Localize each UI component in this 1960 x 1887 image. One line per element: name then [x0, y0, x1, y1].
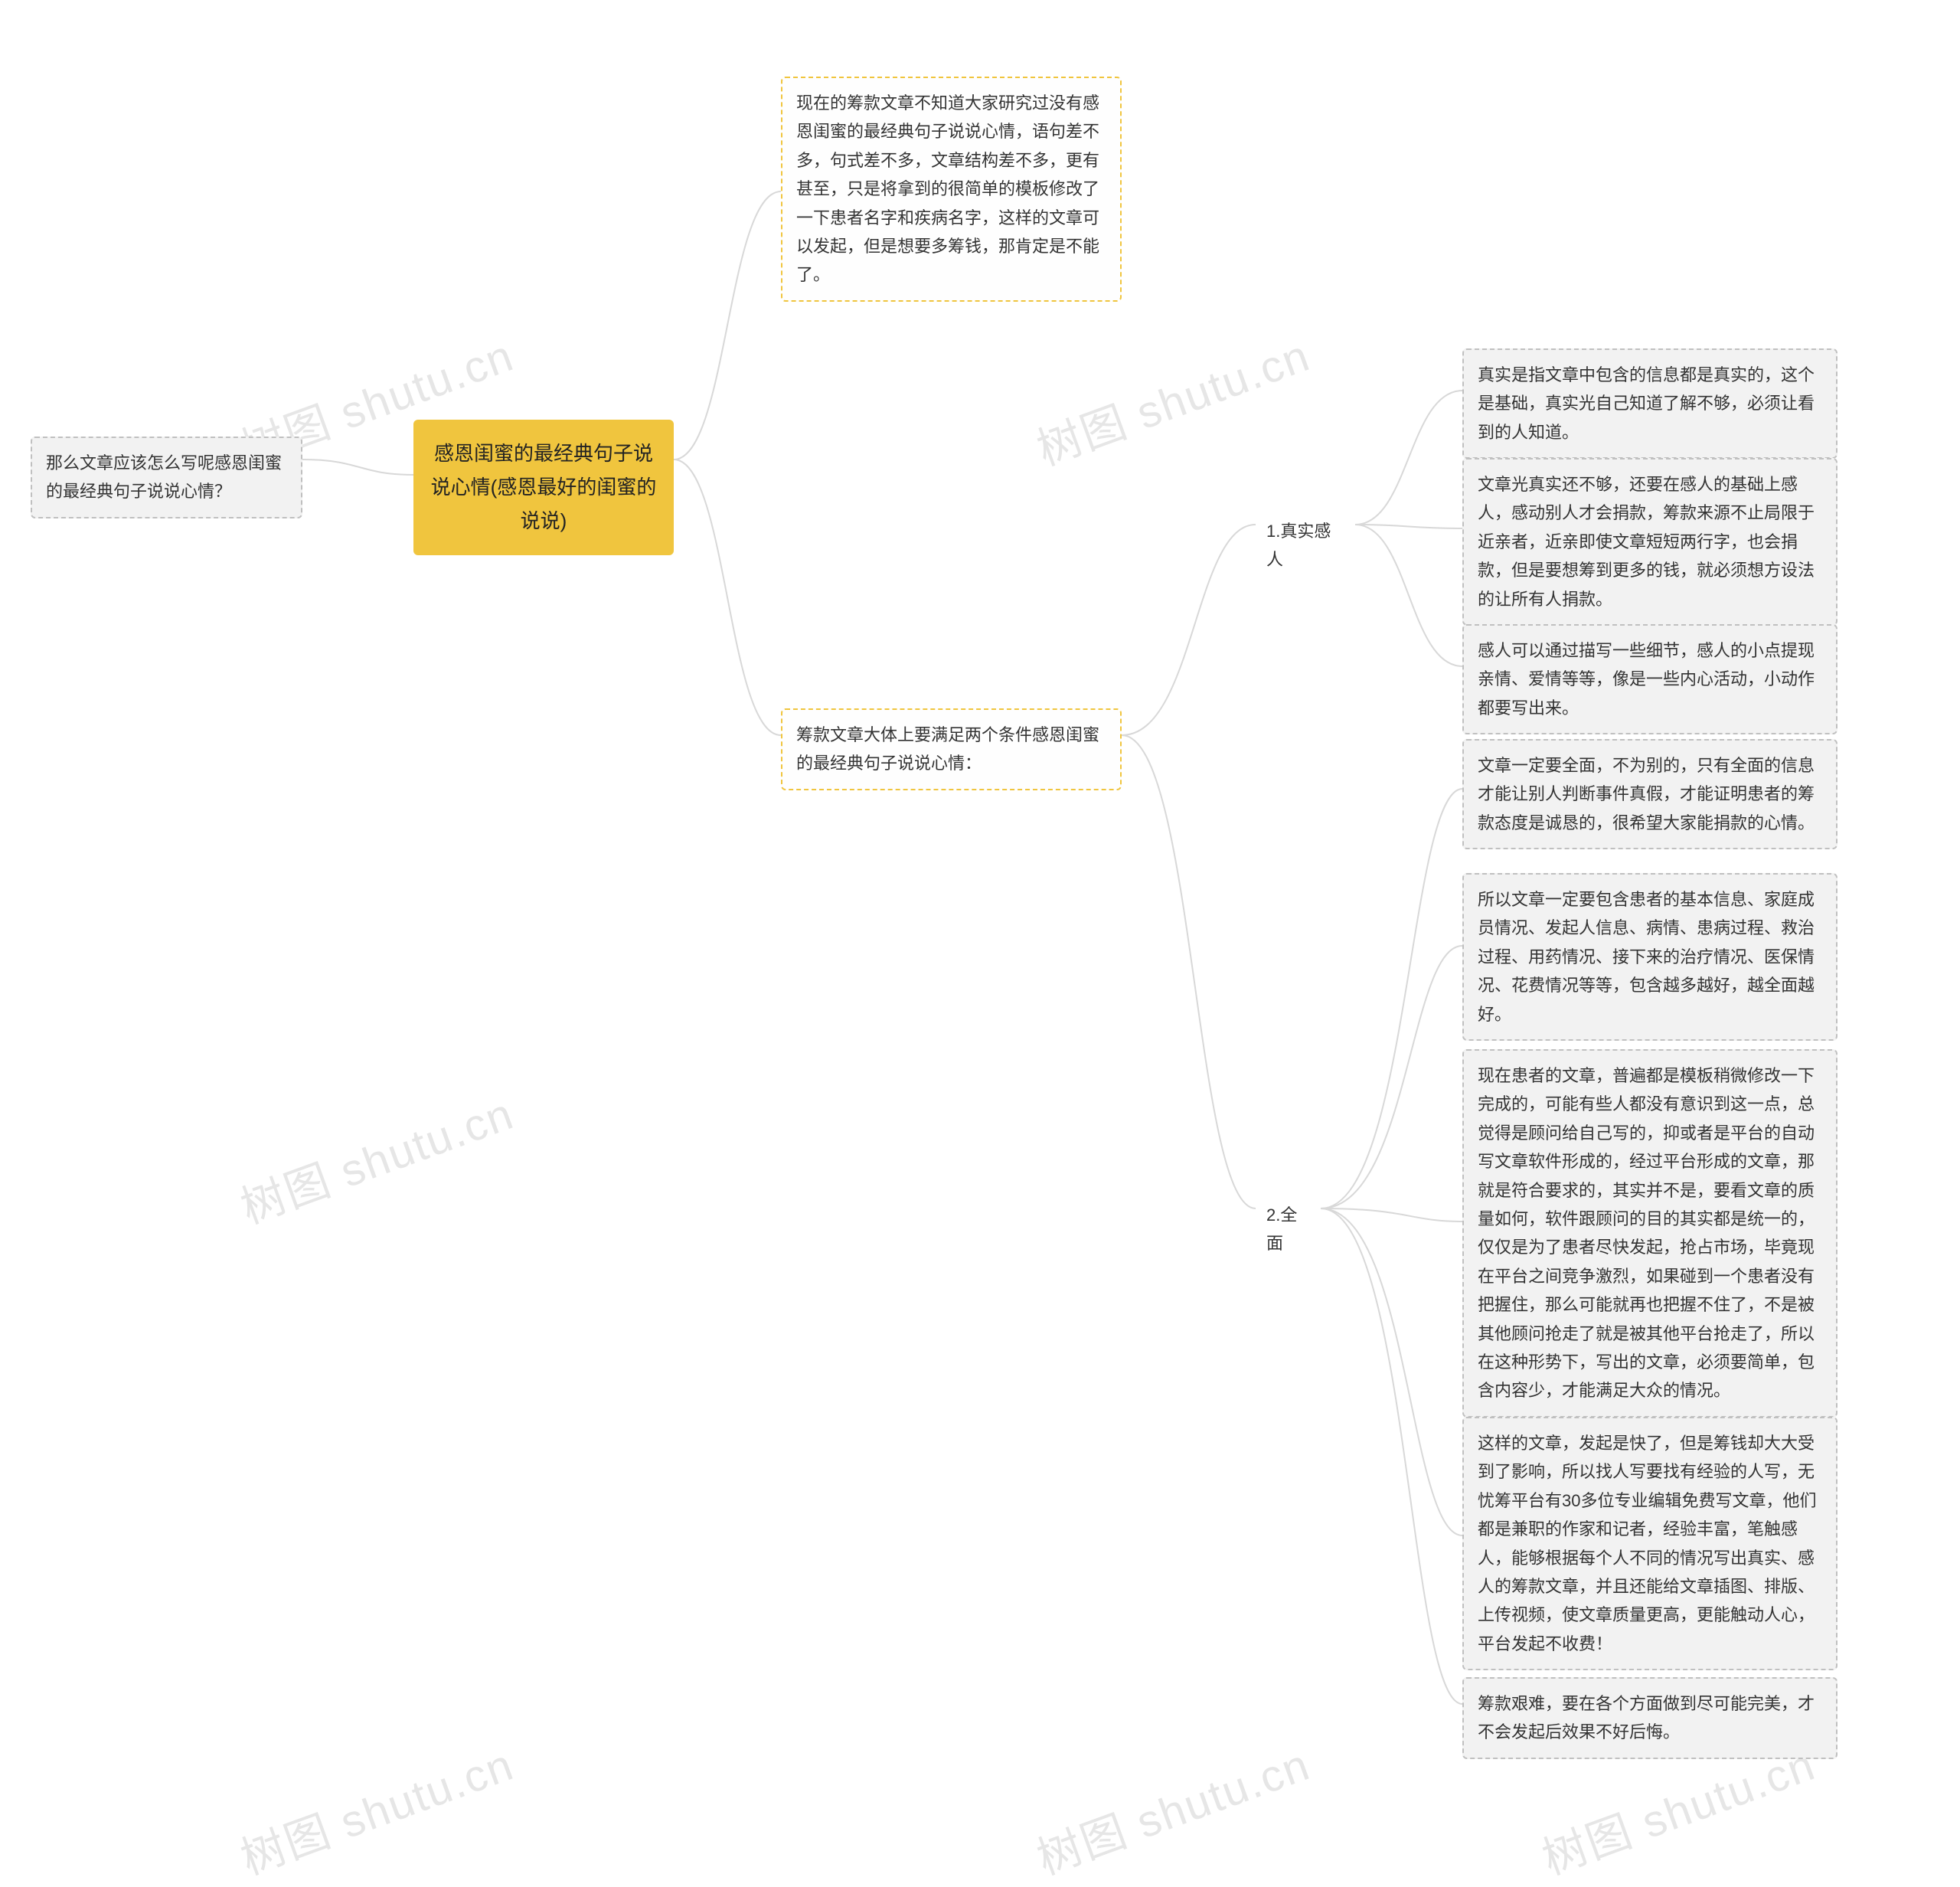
connector-path [1355, 391, 1462, 525]
connector-path [1321, 1208, 1462, 1535]
condition-1-detail-b: 文章光真实还不够，还要在感人的基础上感人，感动别人才会捐款，筹款来源不止局限于近… [1462, 458, 1838, 626]
condition-2-detail-d: 这样的文章，发起是快了，但是筹钱却大大受到了影响，所以找人写要找有经验的人写，无… [1462, 1417, 1838, 1670]
left-question-node: 那么文章应该怎么写呢感恩闺蜜的最经典句子说说心情？ [31, 437, 302, 518]
root-node: 感恩闺蜜的最经典句子说说心情(感恩最好的闺蜜的说说) [413, 420, 674, 555]
watermark: 树图 shutu.cn [1027, 319, 1318, 478]
connector-path [1321, 1208, 1462, 1704]
connector-path [1321, 946, 1462, 1208]
watermark: 树图 shutu.cn [230, 1078, 521, 1236]
condition-1-detail-c: 感人可以通过描写一些细节，感人的小点提现亲情、爱情等等，像是一些内心活动，小动作… [1462, 624, 1838, 734]
condition-2-detail-b: 所以文章一定要包含患者的基本信息、家庭成员情况、发起人信息、病情、患病过程、救治… [1462, 873, 1838, 1041]
watermark: 树图 shutu.cn [230, 1728, 521, 1887]
condition-2-detail-a: 文章一定要全面，不为别的，只有全面的信息才能让别人判断事件真假，才能证明患者的筹… [1462, 739, 1838, 849]
connector-path [1321, 789, 1462, 1208]
connector-path [674, 459, 781, 735]
connector-path [1122, 735, 1256, 1208]
condition-1-label: 1.真实感人 [1256, 509, 1355, 582]
watermark: 树图 shutu.cn [1027, 1728, 1318, 1887]
connector-path [1321, 1208, 1462, 1221]
connector-path [1122, 525, 1256, 735]
connector-path [1355, 525, 1462, 666]
condition-2-detail-c: 现在患者的文章，普遍都是模板稍微修改一下完成的，可能有些人都没有意识到这一点，总… [1462, 1049, 1838, 1418]
condition-2-label: 2.全面 [1256, 1193, 1321, 1266]
condition-2-detail-e: 筹款艰难，要在各个方面做到尽可能完美，才不会发起后效果不好后悔。 [1462, 1677, 1838, 1759]
connector-path [302, 459, 413, 475]
conditions-node: 筹款文章大体上要满足两个条件感恩闺蜜的最经典句子说说心情： [781, 708, 1122, 790]
connector-path [674, 191, 781, 459]
intro-node: 现在的筹款文章不知道大家研究过没有感恩闺蜜的最经典句子说说心情，语句差不多，句式… [781, 77, 1122, 302]
connector-path [1355, 525, 1462, 528]
condition-1-detail-a: 真实是指文章中包含的信息都是真实的，这个是基础，真实光自己知道了解不够，必须让看… [1462, 348, 1838, 459]
